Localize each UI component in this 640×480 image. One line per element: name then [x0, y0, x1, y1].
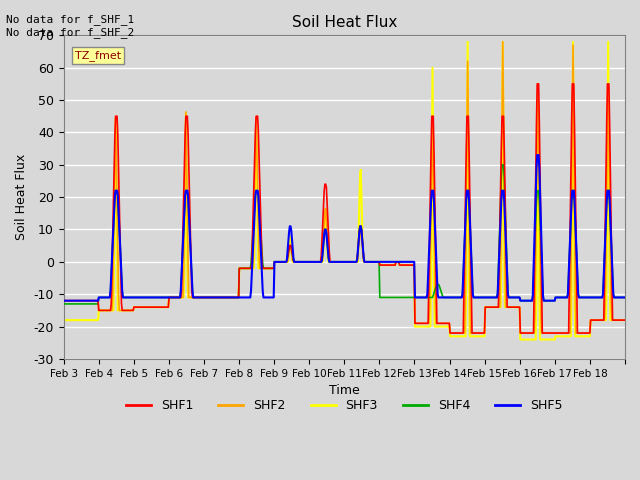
SHF5 [434, 291, 442, 297]
SHF5 [229, 295, 237, 300]
SHF2 [403, 262, 410, 268]
SHF3 [434, 324, 442, 329]
Line: SHF2: SHF2 [63, 42, 625, 333]
SHF1 [533, 81, 541, 87]
SHF4 [229, 295, 237, 300]
SHF3 [125, 308, 133, 313]
SHF2 [125, 308, 133, 313]
Text: No data for f_SHF_1
No data for f_SHF_2: No data for f_SHF_1 No data for f_SHF_2 [6, 14, 134, 38]
SHF2 [229, 295, 237, 300]
SHF3 [604, 39, 612, 45]
SHF4 [278, 259, 285, 265]
SHF3 [278, 259, 285, 265]
SHF5 [60, 298, 67, 303]
SHF4 [621, 295, 629, 300]
Line: SHF4: SHF4 [63, 165, 625, 304]
SHF5 [403, 259, 410, 265]
SHF1 [446, 330, 454, 336]
SHF3 [403, 262, 410, 268]
SHF2 [257, 265, 264, 271]
SHF4 [498, 162, 506, 168]
SHF3 [257, 265, 264, 271]
SHF2 [60, 298, 67, 303]
SHF1 [125, 308, 133, 313]
SHF2 [621, 317, 629, 323]
SHF2 [499, 39, 507, 45]
SHF5 [257, 240, 264, 246]
SHF1 [60, 298, 67, 303]
SHF4 [257, 226, 264, 232]
SHF3 [60, 317, 67, 323]
Legend: SHF1, SHF2, SHF3, SHF4, SHF5: SHF1, SHF2, SHF3, SHF4, SHF5 [121, 395, 568, 418]
SHF1 [403, 262, 410, 268]
SHF5 [533, 152, 541, 158]
SHF1 [434, 321, 442, 326]
SHF3 [516, 336, 524, 342]
SHF1 [229, 295, 237, 300]
Line: SHF5: SHF5 [63, 155, 625, 300]
SHF2 [278, 259, 285, 265]
SHF3 [621, 317, 629, 323]
SHF5 [621, 295, 629, 300]
X-axis label: Time: Time [329, 384, 360, 397]
SHF1 [257, 207, 264, 213]
SHF4 [60, 301, 67, 307]
Text: TZ_fmet: TZ_fmet [75, 50, 121, 61]
Line: SHF3: SHF3 [63, 42, 625, 339]
SHF4 [125, 295, 133, 300]
Y-axis label: Soil Heat Flux: Soil Heat Flux [15, 154, 28, 240]
SHF5 [278, 259, 285, 265]
Line: SHF1: SHF1 [63, 84, 625, 333]
SHF4 [434, 282, 442, 288]
SHF3 [229, 295, 237, 300]
SHF2 [434, 321, 442, 326]
SHF4 [403, 295, 410, 300]
SHF1 [278, 259, 285, 265]
SHF1 [621, 317, 629, 323]
SHF5 [125, 295, 133, 300]
Title: Soil Heat Flux: Soil Heat Flux [292, 15, 397, 30]
SHF2 [446, 330, 454, 336]
